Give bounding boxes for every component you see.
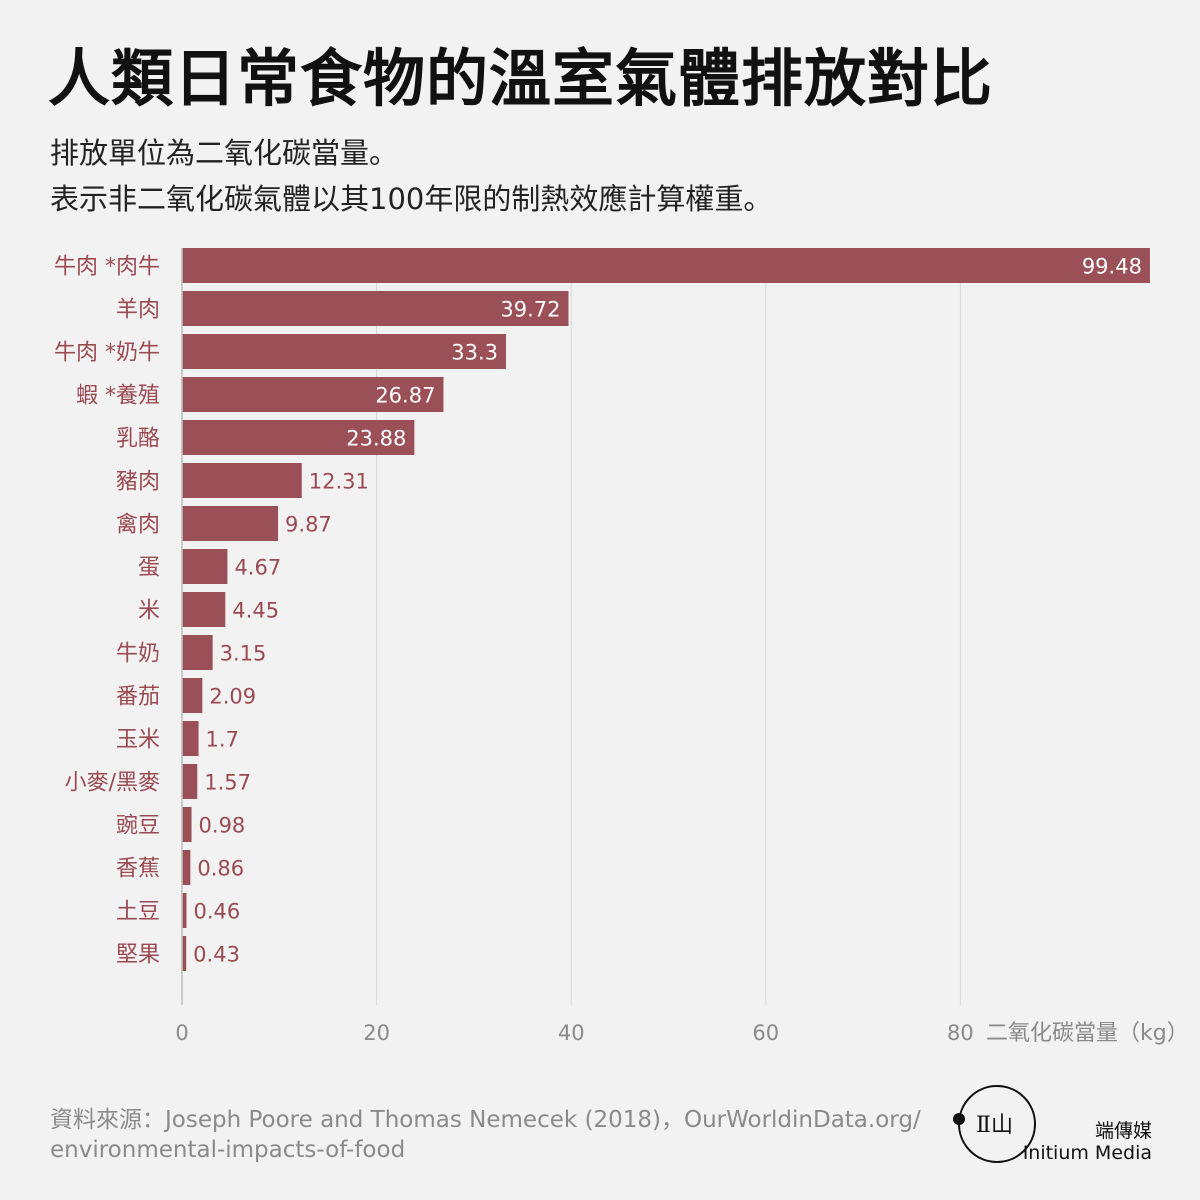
brand-name-en: Initium Media <box>1022 1142 1152 1164</box>
value-label: 4.67 <box>234 556 281 580</box>
bar <box>182 506 279 541</box>
source-note-line-1: 資料來源：Joseph Poore and Thomas Nemecek (20… <box>50 1107 921 1133</box>
category-label: 香蕉 <box>116 857 160 882</box>
bar <box>182 420 415 455</box>
category-label: 禽肉 <box>116 513 160 538</box>
category-label: 小麥/黑麥 <box>65 771 160 796</box>
x-tick-label: 80 <box>947 1021 974 1045</box>
bar <box>182 334 507 369</box>
category-label: 羊肉 <box>116 298 160 323</box>
bar <box>182 893 187 928</box>
initium-logo: Ⅱ山 <box>953 1085 1036 1163</box>
value-label: 4.45 <box>232 599 279 623</box>
bar <box>182 850 191 885</box>
bar <box>182 549 228 584</box>
category-label: 牛奶 <box>116 642 160 667</box>
value-label: 23.88 <box>346 427 406 451</box>
category-label: 豬肉 <box>116 470 160 495</box>
value-label: 0.86 <box>197 857 244 881</box>
category-label: 土豆 <box>116 900 160 925</box>
category-label: 玉米 <box>116 728 160 753</box>
bar <box>182 248 1150 283</box>
value-label: 12.31 <box>309 470 369 494</box>
x-axis-title: 二氧化碳當量（kg） <box>986 1021 1189 1046</box>
bar <box>182 592 226 627</box>
category-label: 堅果 <box>116 943 160 968</box>
bar <box>182 635 213 670</box>
chart-subtitle-line-1: 排放單位為二氧化碳當量。 <box>50 136 399 170</box>
value-label: 1.7 <box>206 728 239 752</box>
category-label: 牛肉 *肉牛 <box>54 255 160 280</box>
value-label: 0.46 <box>193 900 240 924</box>
value-label: 2.09 <box>209 685 256 709</box>
category-label: 蝦 *養殖 <box>76 384 160 409</box>
x-tick-label: 40 <box>558 1021 585 1045</box>
category-label: 米 <box>138 599 160 624</box>
bar <box>182 463 302 498</box>
value-label: 1.57 <box>204 771 251 795</box>
category-label: 蛋 <box>138 556 160 581</box>
x-tick-label: 0 <box>175 1021 188 1045</box>
value-label: 9.87 <box>285 513 332 537</box>
value-label: 0.98 <box>199 814 246 838</box>
bar <box>182 764 198 799</box>
x-tick-label: 60 <box>752 1021 779 1045</box>
value-label: 0.43 <box>193 943 240 967</box>
bar <box>182 291 569 326</box>
chart-subtitle-line-2: 表示非二氧化碳氣體以其100年限的制熱效應計算權重。 <box>50 182 773 216</box>
logo-dot-icon <box>953 1113 965 1125</box>
category-label: 豌豆 <box>116 814 160 839</box>
category-label: 番茄 <box>116 685 160 710</box>
logo-mark: Ⅱ山 <box>974 1107 1015 1139</box>
bar <box>182 721 199 756</box>
value-label: 3.15 <box>220 642 267 666</box>
category-label: 牛肉 *奶牛 <box>54 341 160 366</box>
value-label: 39.72 <box>500 298 560 322</box>
value-label: 26.87 <box>375 384 435 408</box>
bar <box>182 377 444 412</box>
brand-name-zh: 端傳媒 <box>1094 1120 1152 1142</box>
category-label: 乳酪 <box>116 427 160 452</box>
chart-title: 人類日常食物的溫室氣體排放對比 <box>48 42 994 115</box>
bar <box>182 807 192 842</box>
value-label: 33.3 <box>451 341 498 365</box>
bar <box>182 936 187 971</box>
x-tick-label: 20 <box>363 1021 390 1045</box>
value-label: 99.48 <box>1082 255 1142 279</box>
bar-chart: 0 20 40 60 80 二氧化碳當量（kg） 牛肉 *肉牛 99.48 羊肉 39.72 牛肉 … <box>54 248 1189 1046</box>
bar <box>182 678 203 713</box>
source-note-line-2: environmental-impacts-of-food <box>50 1137 406 1163</box>
